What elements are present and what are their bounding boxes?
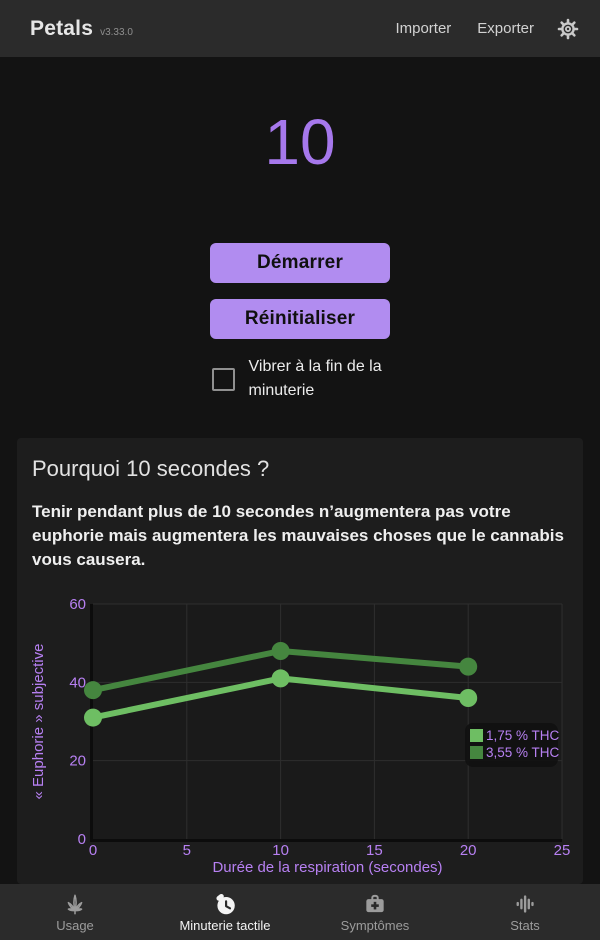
cannabis-leaf-icon <box>62 891 88 917</box>
chart-text: 20 <box>69 753 86 770</box>
import-button[interactable]: Importer <box>395 20 452 37</box>
tab-touch-timer-label: Minuterie tactile <box>179 918 271 933</box>
tab-stats-label: Stats <box>510 918 540 933</box>
vibrate-checkbox-label[interactable]: Vibrer à la fin de la minuterie <box>248 358 382 399</box>
timer-icon <box>212 891 238 917</box>
data-point <box>459 657 478 676</box>
chart-text: 20 <box>460 842 477 859</box>
tab-symptoms[interactable]: Symptômes <box>300 884 450 940</box>
legend-swatch <box>470 746 483 759</box>
app-version: v3.33.0 <box>100 26 133 38</box>
chart-legend <box>465 723 558 767</box>
chart-text: 15 <box>366 842 383 859</box>
legend-label: 1,75 % THC <box>486 728 560 743</box>
start-button[interactable]: Démarrer <box>210 243 390 283</box>
app-title: Petals <box>30 16 94 40</box>
chart-text: « Euphorie » subjective <box>30 644 47 800</box>
chart-text: 0 <box>89 842 97 859</box>
chart-text: 40 <box>69 674 86 691</box>
first-aid-kit-icon <box>362 891 388 917</box>
data-point <box>271 642 290 660</box>
card-title: Pourquoi 10 secondes ? <box>32 456 270 481</box>
tab-touch-timer[interactable]: Minuterie tactile <box>150 884 300 940</box>
chart-text: 0 <box>78 831 86 848</box>
tab-usage-label: Usage <box>56 918 94 933</box>
why-10-seconds-card: Pourquoi 10 secondes ? Tenir pendant plu… <box>17 438 583 884</box>
data-point <box>271 669 290 688</box>
timer-countdown-value: 10 <box>264 106 336 178</box>
gear-icon <box>557 18 579 39</box>
tab-symptoms-label: Symptômes <box>340 918 410 933</box>
tab-usage[interactable]: Usage <box>0 884 150 940</box>
vibrate-checkbox[interactable] <box>211 367 235 391</box>
chart-text: 25 <box>554 842 571 859</box>
plot-area <box>93 604 562 839</box>
data-point <box>459 689 478 707</box>
reset-button[interactable]: Réinitialiser <box>210 299 390 339</box>
chart-text: 10 <box>272 842 289 859</box>
equalizer-icon <box>512 891 538 917</box>
export-button[interactable]: Exporter <box>477 20 534 37</box>
chart-text: Durée de la respiration (secondes) <box>212 859 442 876</box>
card-body-text: Tenir pendant plus de 10 secondes n’augm… <box>32 502 564 569</box>
chart-text: 5 <box>183 842 191 859</box>
legend-swatch <box>470 729 483 742</box>
legend-label: 3,55 % THC <box>486 745 560 760</box>
vibrate-option-row: Vibrer à la fin de la minuterie <box>0 355 600 403</box>
euphoria-line-chart: 0 20 40 60 0 5 10 15 20 25 Durée de la respiration… <box>17 592 583 884</box>
tab-stats[interactable]: Stats <box>450 884 600 940</box>
brand: Petals v3.33.0 <box>30 17 369 41</box>
chart-text: 60 <box>69 596 86 613</box>
bottom-navigation: Usage Minuterie tactile Symptômes <box>0 884 600 940</box>
settings-button[interactable] <box>556 17 580 41</box>
data-point <box>84 708 102 727</box>
app-header: Petals v3.33.0 Importer Exporter <box>0 0 600 57</box>
data-point <box>84 681 102 700</box>
